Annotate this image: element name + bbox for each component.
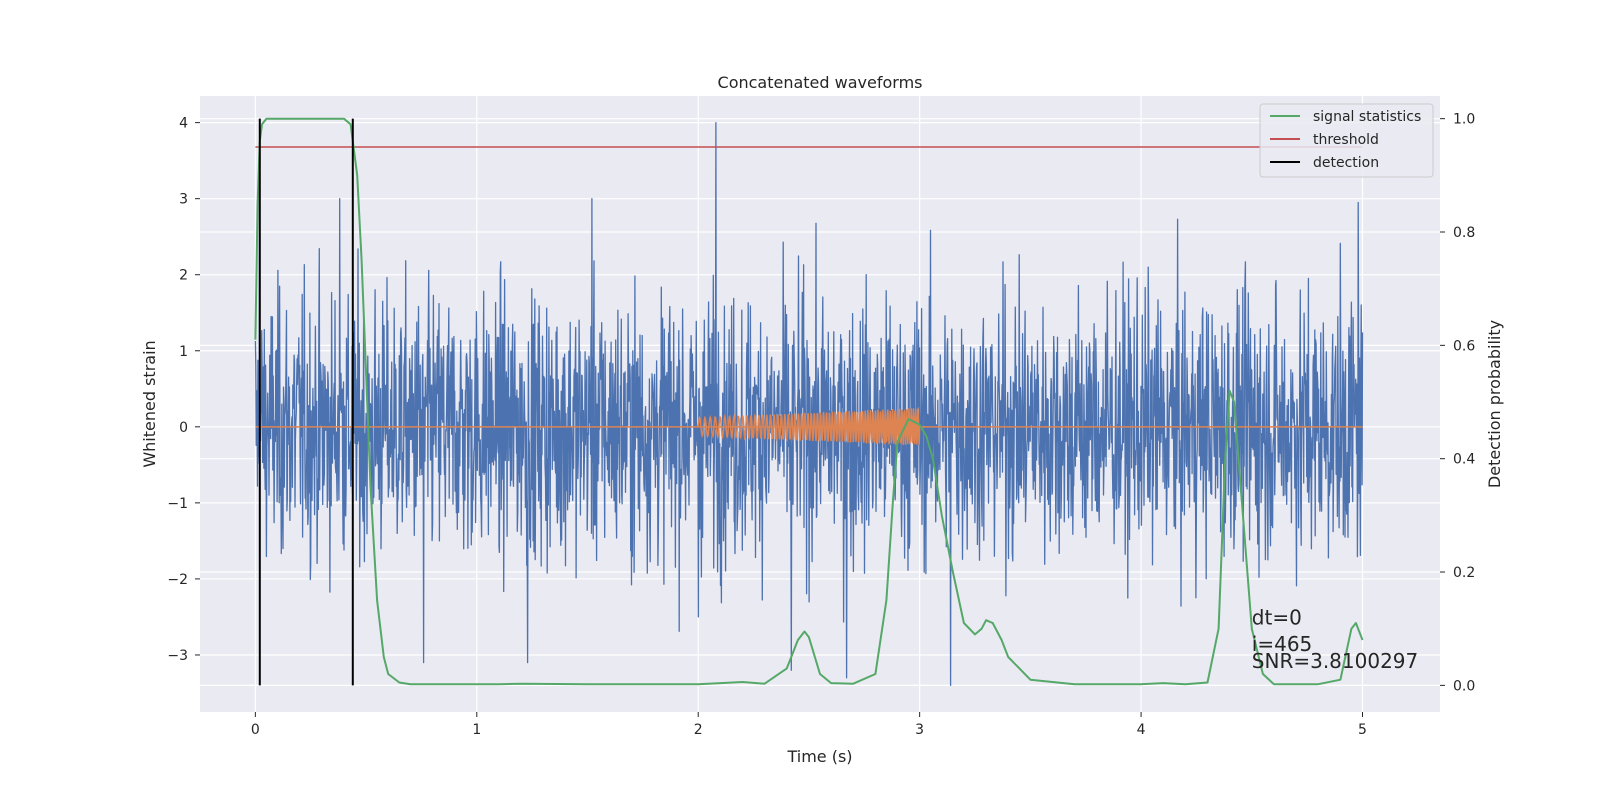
x-tick-label: 0 — [251, 722, 260, 738]
y-right-tick-label: 0.0 — [1453, 678, 1475, 694]
signal-statistics-line — [254, 117, 1364, 686]
x-axis-label: Time (s) — [786, 747, 852, 766]
x-tick-label: 3 — [915, 722, 924, 738]
x-tick-label: 5 — [1358, 722, 1367, 738]
legend-label-threshold: threshold — [1313, 132, 1379, 148]
y-tick-label: 2 — [179, 268, 188, 284]
y-tick-label: 3 — [179, 192, 188, 208]
y-tick-label: 0 — [179, 420, 188, 436]
y-right-tick-label: 0.4 — [1453, 452, 1475, 468]
y-tick-label: −2 — [167, 572, 188, 588]
y-tick-label: −3 — [167, 648, 188, 664]
y-axis-label: Whitened strain — [140, 340, 159, 467]
annotation-dt: dt=0 — [1252, 606, 1302, 630]
y-right-tick-label: 0.8 — [1453, 225, 1475, 241]
y-tick-label: 1 — [179, 344, 188, 360]
y-tick-label: −1 — [167, 496, 188, 512]
y-right-tick-label: 0.2 — [1453, 565, 1475, 581]
legend-label-signal: signal statistics — [1313, 109, 1421, 125]
annotation-i: i=465 — [1252, 632, 1313, 656]
y-tick-label: 4 — [179, 116, 188, 132]
annotation-snr: SNR=3.8100297 — [1252, 649, 1418, 673]
strain-series-line — [254, 121, 1364, 687]
template-chirp-line — [697, 408, 921, 446]
legend-box — [1259, 103, 1434, 178]
y-axis-right-label: Detection probability — [1485, 320, 1504, 488]
x-tick-label: 1 — [472, 722, 481, 738]
series-layer — [254, 117, 1364, 687]
ticks: 0 1 2 3 4 5 −3 −2 −1 0 1 2 3 4 0.0 0.2 0.4 0.6 0.8 1.0 — [167, 112, 1475, 738]
annotations: dt=0 i=465 SNR=3.8100297 — [1252, 606, 1418, 673]
x-tick-label: 4 — [1137, 722, 1146, 738]
y-right-tick-label: 0.6 — [1453, 338, 1475, 354]
legend-label-detection: detection — [1313, 155, 1379, 171]
x-tick-label: 2 — [694, 722, 703, 738]
legend: signal statistics threshold detection — [1259, 103, 1434, 178]
y-right-tick-label: 1.0 — [1453, 112, 1475, 128]
chart-title: Concatenated waveforms — [718, 73, 923, 92]
